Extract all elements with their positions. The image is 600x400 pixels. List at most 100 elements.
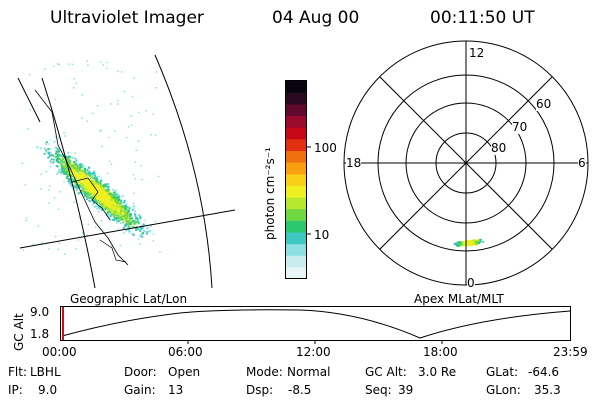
aurora-pixel [64,171,67,174]
aurora-pixel [108,136,111,139]
aurora-pixel [115,218,118,221]
aurora-pixel [89,191,92,194]
aurora-pixel [114,198,117,201]
aurora-pixel [110,208,113,211]
aurora-pixel [139,217,142,220]
aurora-pixel [147,230,150,233]
aurora-pixel [78,179,81,182]
aurora-pixel [100,129,102,131]
aurora-pixel [462,242,465,245]
aurora-pixel [100,197,103,200]
aurora-pixel [62,165,65,168]
aurora-pixel [81,175,84,178]
aurora-pixel [54,135,57,138]
aurora-pixel [113,191,116,194]
aurora-pixel [111,211,113,214]
aurora-pixel [108,200,111,203]
aurora-pixel [126,217,129,220]
colorbar-tick-10: 10 [314,228,330,242]
aurora-pixel [116,99,119,102]
aurora-pixel [105,208,108,211]
timeline-tick-1200: 12:00 [296,345,331,359]
aurora-pixel [113,196,116,199]
aurora-pixel [86,60,89,62]
aurora-pixel [84,188,87,190]
filter-value: LBHL [30,365,61,379]
aurora-pixel [76,174,78,177]
glon-label: GLon: [486,383,521,397]
aurora-pixel [97,205,100,208]
aurora-pixel [80,177,83,179]
aurora-pixel [115,191,118,194]
aurora-pixel [78,163,81,166]
aurora-pixel [25,219,27,222]
aurora-pixel [91,181,94,183]
aurora-pixel [116,204,118,207]
aurora-pixel [106,172,109,175]
aurora-pixel [131,95,134,98]
aurora-pixel [106,203,109,206]
aurora-pixel [68,178,71,181]
aurora-pixel [117,220,120,223]
aurora-pixel [464,244,467,247]
aurora-pixel [89,193,92,196]
aurora-pixel [82,173,85,176]
aurora-pixel [84,182,87,185]
aurora-pixel [61,171,64,174]
aurora-pixel [111,195,114,198]
aurora-pixel [137,222,140,225]
aurora-pixel [71,63,74,66]
aurora-pixel [112,195,115,198]
gcalt-label: GC Alt: [365,365,407,379]
coastline [99,239,127,263]
aurora-pixel [114,213,117,216]
aurora-pixel [89,196,92,199]
aurora-pixel [76,179,78,182]
aurora-pixel [125,205,128,208]
aurora-pixel [90,200,93,203]
aurora-pixel [74,152,76,154]
aurora-pixel [93,188,96,191]
aurora-pixel [107,208,110,211]
aurora-pixel [155,71,158,73]
aurora-pixel [140,234,143,237]
aurora-pixel [66,156,68,158]
aurora-pixel [100,190,103,193]
aurora-pixel [91,188,94,191]
aurora-pixel [47,148,50,151]
coastline [71,177,111,221]
aurora-pixel [98,190,101,193]
aurora-pixel [86,120,88,122]
aurora-pixel [75,184,78,187]
aurora-pixel [94,199,97,202]
aurora-pixel [132,205,135,208]
colorbar-cell [285,231,307,245]
aurora-pixel [79,176,82,179]
aurora-pixel [86,195,89,198]
door-label: Door: [124,365,157,379]
aurora-pixel [117,212,120,215]
aurora-pixel [75,180,78,183]
aurora-pixel [101,198,104,201]
aurora-pixel [56,63,59,65]
aurora-pixel [74,162,77,165]
instrument-title: Ultraviolet Imager [50,8,204,28]
aurora-pixel [120,212,123,215]
aurora-pixel [108,204,111,207]
aurora-pixel [56,157,59,160]
aurora-pixel [142,232,144,235]
time-label: 00:11:50 UT [430,8,535,28]
aurora-pixel [121,195,124,198]
aurora-pixel [88,170,91,173]
aurora-pixel [95,195,98,198]
aurora-pixel [121,212,124,215]
aurora-pixel [49,152,52,155]
aurora-pixel [111,206,114,209]
aurora-pixel [77,239,80,241]
aurora-pixel [104,191,107,194]
aurora-pixel [128,232,131,235]
aurora-pixel [79,174,82,176]
aurora-pixel [84,191,87,194]
aurora-pixel [97,175,100,178]
aurora-pixel [66,175,69,178]
